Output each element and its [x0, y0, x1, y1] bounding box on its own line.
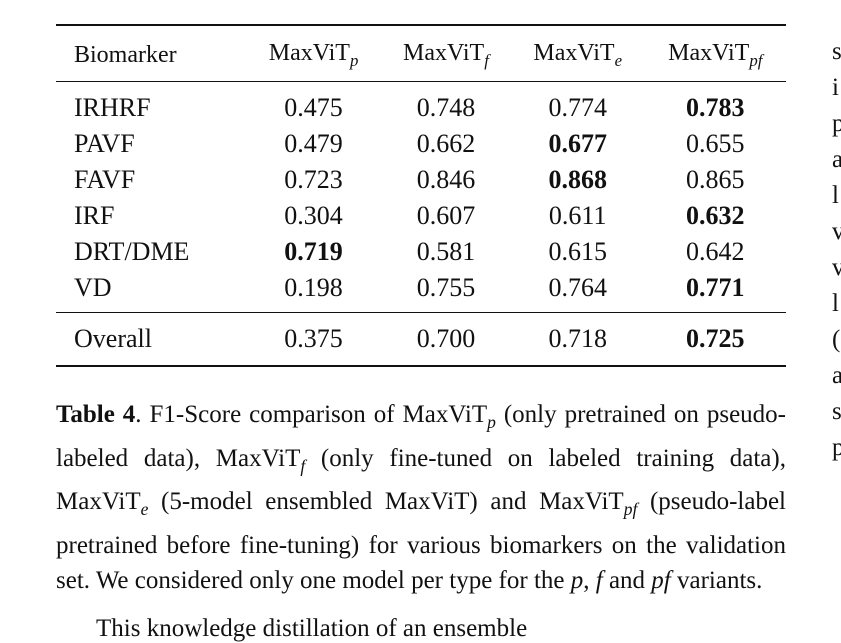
caption-text: (pseudo-label pretrained before fine-tun…	[56, 488, 786, 595]
cell-value: 0.755	[416, 272, 476, 302]
row-biomarker: DRT/DME	[74, 236, 190, 266]
gutter-letter: s	[832, 398, 841, 425]
cell-value: 0.718	[510, 311, 645, 367]
table-row: FAVF 0.723 0.846 0.868 0.865	[56, 162, 786, 198]
header-variant: f	[484, 50, 489, 70]
cell-value: 0.662	[416, 128, 476, 158]
table-caption: Table 4. F1-Score comparison of MaxViTp …	[56, 397, 786, 599]
row-biomarker: IRF	[74, 200, 115, 230]
cell-value: 0.479	[284, 128, 343, 158]
gutter-letter: p	[832, 110, 841, 137]
cell-value: 0.375	[246, 311, 382, 367]
header-model-label: MaxViT	[533, 40, 615, 66]
cell-value: 0.611	[548, 200, 607, 230]
cell-value: 0.846	[416, 164, 476, 194]
row-biomarker: IRHRF	[74, 92, 151, 122]
caption-variable: p	[570, 567, 584, 595]
caption-text: and	[602, 567, 652, 595]
cell-value: 0.771	[686, 272, 745, 302]
gutter-letter: i	[832, 74, 839, 101]
caption-variable: pf	[651, 567, 671, 595]
results-table: Biomarker MaxViTp MaxViTf MaxViTe MaxViT…	[56, 23, 786, 367]
header-model-label: MaxViT	[268, 40, 350, 66]
caption-text: (5-model ensembled MaxViT) and MaxViT	[148, 488, 624, 516]
caption-text: . F1-Score comparison of MaxViT	[135, 400, 488, 428]
caption-text: (only fine-tuned on labeled training dat…	[56, 444, 786, 516]
caption-label: Table 4	[56, 400, 136, 428]
header-maxvit-f: MaxViTf	[381, 23, 511, 82]
cell-value: 0.725	[644, 311, 786, 367]
cell-value: 0.632	[686, 200, 745, 230]
cell-value: 0.607	[416, 200, 476, 230]
caption-subscript: f	[300, 455, 306, 476]
cell-value: 0.723	[284, 164, 343, 194]
header-variant: e	[614, 50, 623, 70]
header-variant: p	[349, 50, 359, 70]
cell-value: 0.581	[416, 236, 476, 266]
cell-value: 0.677	[548, 128, 607, 158]
cell-value: 0.783	[686, 92, 745, 122]
gutter-letter: v	[832, 218, 841, 245]
gutter-letter: l	[832, 182, 839, 209]
row-biomarker: Overall	[56, 311, 247, 367]
row-biomarker: VD	[74, 272, 112, 302]
header-model-label: MaxViT	[403, 40, 485, 66]
header-maxvit-e: MaxViTe	[510, 23, 645, 82]
cell-value: 0.700	[381, 311, 511, 367]
table-row: VD 0.198 0.755 0.764 0.771	[56, 270, 786, 313]
row-biomarker: FAVF	[74, 164, 136, 194]
caption-text: variants.	[670, 567, 763, 595]
overall-row: Overall 0.375 0.700 0.718 0.725	[56, 311, 786, 367]
next-column-fragment: s i p a l v v l ( a s p	[832, 34, 841, 466]
table-row: DRT/DME 0.719 0.581 0.615 0.642	[56, 234, 786, 270]
table-row: PAVF 0.479 0.662 0.677 0.655	[56, 126, 786, 162]
cell-value: 0.475	[284, 92, 343, 122]
gutter-letter: l	[832, 290, 839, 317]
header-model-label: MaxViT	[668, 40, 750, 66]
caption-variable: f	[595, 567, 603, 595]
header-maxvit-p: MaxViTp	[246, 23, 382, 82]
table-row: IRHRF 0.475 0.748 0.774 0.783	[56, 81, 786, 126]
table-figure: Biomarker MaxViTp MaxViTf MaxViTe MaxViT…	[56, 23, 786, 624]
gutter-letter: (	[832, 326, 841, 353]
caption-subscript: e	[140, 499, 149, 520]
caption-text: (only pretrained on pseudo-labeled data)…	[56, 400, 786, 472]
header-biomarker: Biomarker	[56, 23, 247, 82]
cell-value: 0.304	[284, 200, 343, 230]
cell-value: 0.198	[284, 272, 343, 302]
gutter-letter: s	[832, 38, 841, 65]
cell-value: 0.865	[686, 164, 745, 194]
gutter-letter: a	[832, 146, 841, 173]
caption-subscript: pf	[623, 499, 638, 520]
cell-value: 0.655	[686, 128, 745, 158]
cell-value: 0.764	[548, 272, 607, 302]
gutter-letter: a	[832, 362, 841, 389]
table-row: IRF 0.304 0.607 0.611 0.632	[56, 198, 786, 234]
gutter-letter: p	[832, 434, 841, 461]
header-variant: pf	[749, 50, 763, 70]
header-maxvit-pf: MaxViTpf	[644, 23, 786, 82]
cell-value: 0.868	[548, 164, 607, 194]
caption-text: ,	[583, 567, 596, 595]
body-text-fragment: This knowledge distillation of an ensemb…	[96, 615, 528, 642]
gutter-letter: v	[832, 254, 841, 281]
cell-value: 0.642	[686, 236, 745, 266]
caption-subscript: p	[487, 412, 496, 432]
cell-value: 0.615	[548, 236, 607, 266]
table-header-row: Biomarker MaxViTp MaxViTf MaxViTe MaxViT…	[56, 23, 786, 82]
cell-value: 0.748	[416, 92, 476, 122]
cell-value: 0.774	[548, 92, 607, 122]
row-biomarker: PAVF	[74, 128, 135, 158]
cell-value: 0.719	[284, 236, 343, 266]
